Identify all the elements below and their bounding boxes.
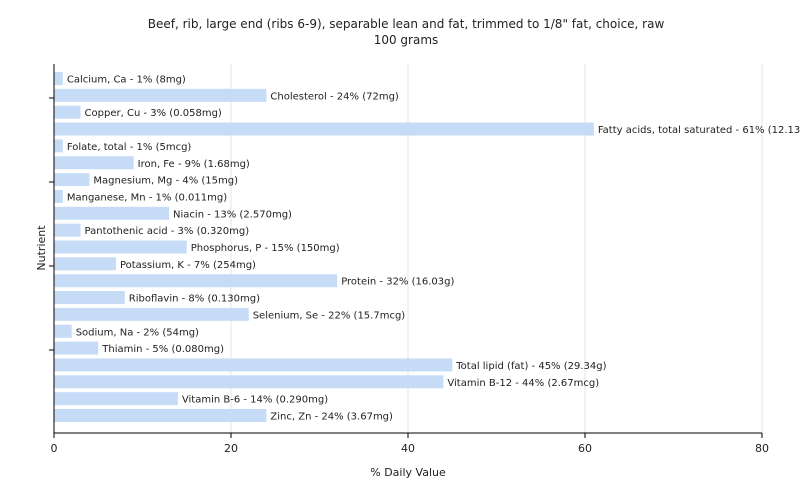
bar: [54, 105, 81, 119]
bar: [54, 358, 453, 372]
x-tick-label: 60: [578, 442, 592, 455]
bar: [54, 274, 338, 288]
x-axis-ticks: 0 20 40 60 80: [51, 433, 769, 455]
bar-label: Cholesterol - 24% (72mg): [270, 91, 399, 102]
x-tick-label: 40: [401, 442, 415, 455]
bar-label: Vitamin B-12 - 44% (2.67mcg): [447, 378, 599, 389]
bar: [54, 375, 444, 389]
bar: [54, 307, 249, 321]
bar: [54, 88, 267, 102]
bar: [54, 409, 267, 422]
x-tick-label: 80: [755, 442, 769, 455]
bar: [54, 156, 134, 170]
x-tick-label: 20: [224, 442, 238, 455]
bar-label: Sodium, Na - 2% (54mg): [76, 327, 199, 338]
x-axis-label: % Daily Value: [370, 466, 446, 479]
bar-label: Zinc, Zn - 24% (3.67mg): [270, 412, 393, 423]
bar: [54, 223, 81, 237]
bar-label: Iron, Fe - 9% (1.68mg): [138, 159, 250, 170]
bar: [54, 122, 594, 136]
bar: [54, 257, 116, 271]
bar-label: Magnesium, Mg - 4% (15mg): [93, 176, 238, 187]
bar: [54, 324, 72, 338]
bar-label: Calcium, Ca - 1% (8mg): [67, 75, 186, 86]
bar: [54, 341, 99, 355]
y-axis-label: Nutrient: [35, 225, 48, 271]
bar: [54, 72, 63, 85]
bar-label: Riboflavin - 8% (0.130mg): [129, 294, 260, 305]
bars: Calcium, Ca - 1% (8mg) Cholesterol - 24% …: [54, 72, 800, 423]
x-tick-label: 0: [51, 442, 58, 455]
bar-label: Fatty acids, total saturated - 61% (12.1…: [598, 125, 800, 136]
bar-label: Vitamin B-6 - 14% (0.290mg): [182, 395, 328, 406]
bar-label: Copper, Cu - 3% (0.058mg): [85, 108, 222, 119]
bar-label: Phosphorus, P - 15% (150mg): [191, 243, 340, 254]
bar: [54, 139, 63, 153]
bar-label: Manganese, Mn - 1% (0.011mg): [67, 192, 227, 203]
bar-label: Niacin - 13% (2.570mg): [173, 209, 292, 220]
bar: [54, 291, 125, 305]
chart-subtitle: 100 grams: [374, 33, 439, 47]
chart-title: Beef, rib, large end (ribs 6-9), separab…: [148, 17, 665, 31]
bar: [54, 173, 90, 187]
bar-label: Protein - 32% (16.03g): [341, 277, 454, 288]
bar: [54, 240, 187, 254]
bar-label: Pantothenic acid - 3% (0.320mg): [85, 226, 250, 237]
bar-label: Selenium, Se - 22% (15.7mcg): [253, 310, 406, 321]
bar: [54, 189, 63, 203]
bar-label: Potassium, K - 7% (254mg): [120, 260, 256, 271]
bar: [54, 206, 170, 220]
bar-label: Thiamin - 5% (0.080mg): [101, 344, 224, 355]
bar-label: Folate, total - 1% (5mcg): [67, 142, 192, 153]
bar: [54, 392, 178, 406]
bar-label: Total lipid (fat) - 45% (29.34g): [455, 361, 606, 372]
